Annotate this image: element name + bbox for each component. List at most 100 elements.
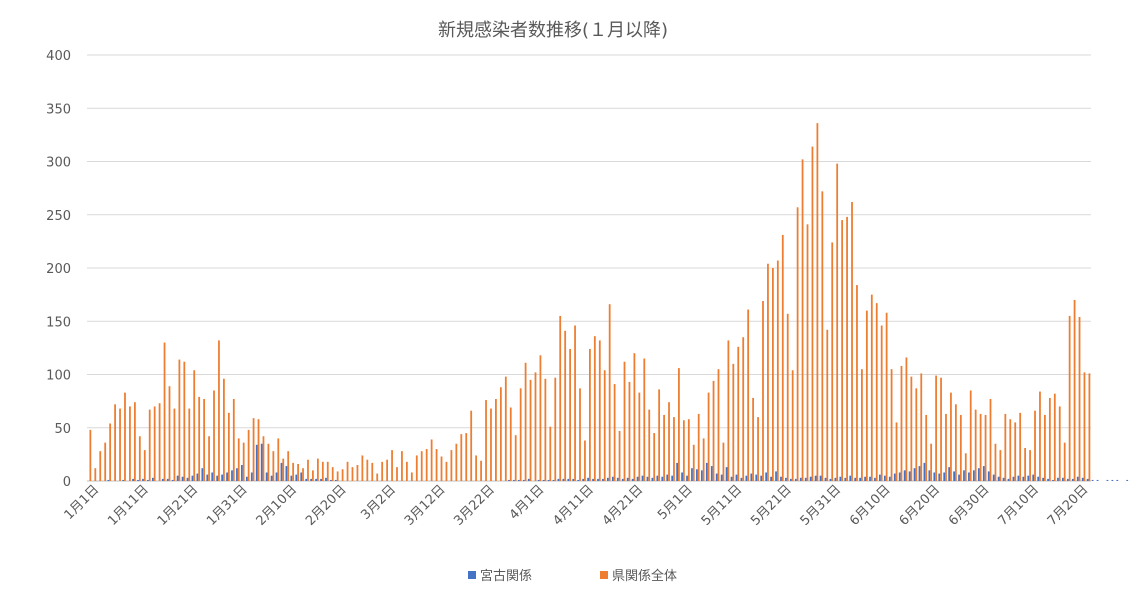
bar-prefecture xyxy=(776,260,779,481)
bar-prefecture xyxy=(297,463,299,481)
bar-prefecture xyxy=(1063,442,1066,481)
bar-prefecture xyxy=(1039,391,1041,481)
bar-miyako xyxy=(918,466,921,481)
bar-miyako xyxy=(290,475,293,481)
y-tick-label: 400 xyxy=(46,49,71,64)
bar-prefecture xyxy=(94,468,97,481)
bar-miyako xyxy=(181,476,184,481)
bar-prefecture xyxy=(603,370,606,481)
bar-miyako xyxy=(602,478,604,481)
bar-prefecture xyxy=(203,399,206,481)
bar-prefecture xyxy=(396,467,398,481)
bar-miyako xyxy=(513,479,515,481)
bar-prefecture xyxy=(1044,414,1046,481)
bar-prefecture xyxy=(846,216,848,481)
bar-miyako xyxy=(705,462,708,481)
bar-prefecture xyxy=(707,392,710,481)
bar-miyako xyxy=(517,479,520,481)
bar-miyako xyxy=(958,474,960,481)
bar-miyako xyxy=(691,468,693,481)
bar-miyako xyxy=(626,477,629,481)
bar-miyako xyxy=(1022,476,1025,481)
bar-prefecture xyxy=(722,442,725,481)
bar-prefecture xyxy=(133,402,136,481)
bar-prefecture xyxy=(974,409,977,481)
bar-prefecture xyxy=(143,450,146,481)
bar-prefecture xyxy=(757,417,759,481)
bar-miyako xyxy=(567,478,570,481)
bar-prefecture xyxy=(504,376,507,481)
y-tick-label: 300 xyxy=(46,156,71,171)
bar-prefecture xyxy=(218,340,220,481)
bar-miyako xyxy=(809,476,812,481)
bar-prefecture xyxy=(752,397,754,481)
bar-prefecture xyxy=(870,294,873,482)
bar-prefecture xyxy=(643,358,646,481)
bar-miyako xyxy=(710,466,713,481)
bar-prefecture xyxy=(114,404,116,481)
bar-miyako xyxy=(992,474,995,481)
bar-miyako xyxy=(725,467,728,481)
bar-prefecture xyxy=(1019,412,1022,481)
bar-prefecture xyxy=(153,406,156,481)
bar-miyako xyxy=(794,478,797,481)
bar-prefecture xyxy=(806,224,809,481)
bar-miyako xyxy=(1062,477,1064,481)
bar-prefecture xyxy=(742,337,745,481)
bar-miyako xyxy=(785,477,787,481)
bar-prefecture xyxy=(173,408,176,481)
bar-prefecture xyxy=(148,409,151,481)
bar-miyako xyxy=(260,443,263,481)
bar-miyako xyxy=(597,478,599,481)
y-tick-label: 150 xyxy=(46,315,71,330)
bar-miyako xyxy=(923,462,926,481)
bar-prefecture xyxy=(514,435,517,481)
bar-prefecture xyxy=(262,436,265,481)
bars xyxy=(89,123,1129,482)
bar-prefecture xyxy=(935,375,937,481)
bar-prefecture xyxy=(223,378,225,481)
bar-prefecture xyxy=(519,388,522,481)
bar-miyako xyxy=(522,479,525,481)
bar-miyako xyxy=(755,474,758,481)
bar-prefecture xyxy=(267,443,270,481)
bar-miyako xyxy=(972,470,975,481)
bar-miyako xyxy=(265,472,268,481)
bar-miyako xyxy=(216,475,219,481)
y-axis: 0 50 100 150 200 250 300 350 400 xyxy=(46,49,71,490)
bar-prefecture xyxy=(381,461,384,481)
bar-miyako xyxy=(325,477,327,481)
bar-miyako xyxy=(1047,478,1049,481)
bar-prefecture xyxy=(880,325,883,481)
bar-prefecture xyxy=(539,355,542,481)
bar-miyako xyxy=(963,470,965,481)
bar-miyako xyxy=(151,477,154,481)
y-tick-label: 250 xyxy=(46,209,71,224)
bar-prefecture xyxy=(984,414,987,481)
bar-miyako xyxy=(231,470,233,481)
bar-prefecture xyxy=(312,470,314,481)
bar-prefecture xyxy=(307,459,309,481)
bar-miyako xyxy=(799,477,802,481)
bar-prefecture xyxy=(816,123,819,481)
bar-miyako xyxy=(775,471,777,481)
bar-prefecture xyxy=(124,392,126,481)
bar-prefecture xyxy=(282,458,285,481)
bar-prefecture xyxy=(480,460,482,481)
bar-prefecture xyxy=(485,400,487,481)
bar-prefecture xyxy=(178,359,181,481)
bar-prefecture xyxy=(252,418,255,481)
bar-prefecture xyxy=(905,357,908,481)
bar-miyako xyxy=(730,476,733,481)
bar-miyako xyxy=(933,472,936,481)
bar-prefecture xyxy=(1053,393,1056,481)
bar-miyako xyxy=(1081,477,1084,481)
bar-miyako xyxy=(943,472,946,481)
bar-miyako xyxy=(196,473,199,481)
bar-miyako xyxy=(982,466,985,481)
bar-miyako xyxy=(616,477,619,481)
bar-miyako xyxy=(147,479,149,481)
bar-prefecture xyxy=(277,438,280,481)
bar-prefecture xyxy=(628,381,631,481)
